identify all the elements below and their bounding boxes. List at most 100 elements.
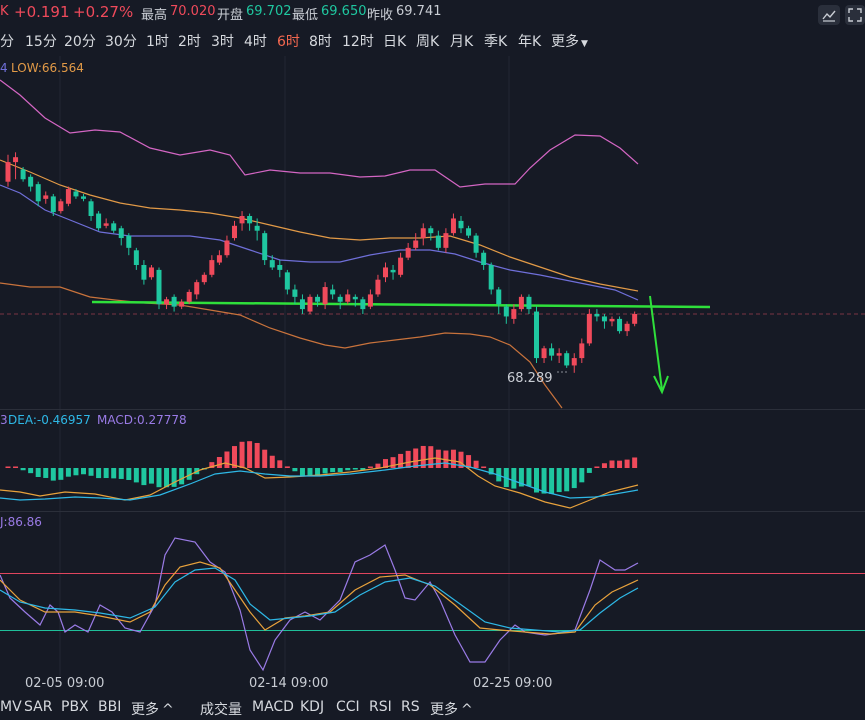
candle bbox=[375, 279, 381, 295]
macd-histogram bbox=[5, 441, 638, 494]
macd-bar bbox=[330, 468, 336, 473]
indicator-mv[interactable]: MV bbox=[0, 699, 22, 715]
candle bbox=[435, 235, 441, 248]
fullscreen-icon[interactable] bbox=[845, 5, 865, 25]
indicator-sar[interactable]: SAR bbox=[24, 699, 53, 715]
interval-2h[interactable]: 2时 bbox=[178, 34, 201, 50]
candle bbox=[352, 296, 358, 300]
candle bbox=[35, 184, 41, 202]
macd-bar bbox=[43, 468, 49, 478]
macd-bar bbox=[617, 460, 623, 468]
interval-day[interactable]: 日K bbox=[383, 34, 407, 50]
candle bbox=[330, 289, 336, 295]
candle bbox=[488, 265, 494, 290]
candle bbox=[81, 196, 86, 199]
macd-bar bbox=[322, 468, 328, 474]
candle bbox=[216, 255, 222, 263]
macd-bar bbox=[269, 455, 275, 468]
symbol-prefix: K bbox=[0, 4, 9, 19]
macd-bar bbox=[450, 449, 456, 468]
candle bbox=[601, 316, 607, 322]
breakdown-arrow bbox=[649, 295, 669, 395]
interval-year[interactable]: 年K bbox=[518, 34, 542, 50]
macd-bar bbox=[292, 468, 298, 472]
candle bbox=[58, 201, 64, 212]
ma-line bbox=[0, 159, 639, 292]
candle bbox=[458, 220, 464, 229]
interval-6h[interactable]: 6时 bbox=[277, 34, 300, 50]
interval-20m[interactable]: 20分 bbox=[64, 34, 96, 50]
macd-bar bbox=[20, 468, 26, 471]
macd-bar bbox=[307, 468, 313, 477]
macd-bar bbox=[35, 468, 41, 477]
interval-quarter[interactable]: 季K bbox=[484, 34, 508, 50]
candle bbox=[443, 233, 449, 248]
macd-bar bbox=[126, 468, 132, 480]
candle bbox=[367, 294, 373, 307]
candle bbox=[126, 235, 132, 248]
interval-1[interactable]: 分 bbox=[0, 34, 14, 50]
candle bbox=[20, 169, 26, 180]
candle bbox=[383, 267, 388, 278]
candle bbox=[133, 250, 139, 265]
macd-value-label: MACD:0.27778 bbox=[97, 413, 187, 427]
main-indicator-more-label: 更多 bbox=[131, 702, 159, 718]
macd-bar bbox=[58, 468, 64, 480]
interval-30m[interactable]: 30分 bbox=[105, 34, 137, 50]
candle bbox=[43, 195, 49, 199]
interval-4h[interactable]: 4时 bbox=[244, 34, 267, 50]
macd-bar bbox=[262, 449, 268, 468]
x-axis-label: 02-14 09:00 bbox=[249, 676, 329, 691]
indicator-cci[interactable]: CCI bbox=[336, 699, 360, 715]
indicator-rsi[interactable]: RSI bbox=[369, 699, 392, 715]
min-price-marker: 68.289 bbox=[507, 371, 553, 386]
candle bbox=[292, 289, 298, 297]
candle bbox=[594, 314, 600, 317]
macd-bar bbox=[247, 441, 253, 468]
macd-bar bbox=[398, 453, 404, 468]
macd-bar bbox=[28, 468, 34, 474]
candle bbox=[450, 218, 456, 234]
interval-15m[interactable]: 15分 bbox=[25, 34, 57, 50]
indicator-volume[interactable]: 成交量 bbox=[200, 702, 242, 718]
interval-week[interactable]: 周K bbox=[416, 34, 440, 50]
sub-indicator-more[interactable]: 更多 ^ bbox=[430, 699, 473, 719]
line-tool-icon[interactable] bbox=[818, 5, 840, 25]
macd-bar bbox=[632, 457, 638, 468]
macd-bar bbox=[156, 468, 162, 488]
macd-bar bbox=[458, 451, 464, 468]
low-value: 69.650 bbox=[321, 4, 367, 19]
indicator-macd[interactable]: MACD bbox=[252, 699, 294, 715]
candle bbox=[50, 196, 56, 213]
support-trendline bbox=[91, 300, 711, 309]
macd-bar bbox=[103, 468, 109, 479]
interval-month[interactable]: 月K bbox=[450, 34, 474, 50]
candle bbox=[564, 353, 570, 366]
candle bbox=[179, 301, 185, 307]
main-indicator-more[interactable]: 更多 ^ bbox=[131, 699, 174, 719]
indicator-rs[interactable]: RS bbox=[401, 699, 420, 715]
candle bbox=[428, 228, 434, 234]
macd-bar bbox=[526, 468, 532, 487]
candle bbox=[111, 223, 117, 231]
indicator-pbx[interactable]: PBX bbox=[61, 699, 89, 715]
dea-label: DEA:-0.46957 bbox=[8, 413, 91, 427]
interval-1h[interactable]: 1时 bbox=[146, 34, 169, 50]
macd-bar bbox=[148, 468, 154, 484]
indicator-bbi[interactable]: BBI bbox=[98, 699, 122, 715]
macd-bar bbox=[541, 468, 547, 494]
macd-bar bbox=[239, 441, 245, 468]
candle bbox=[413, 240, 419, 248]
macd-bar bbox=[179, 468, 185, 485]
interval-3h[interactable]: 3时 bbox=[211, 34, 234, 50]
kdj-k-line bbox=[0, 561, 639, 635]
interval-12h[interactable]: 12时 bbox=[342, 34, 374, 50]
candle bbox=[28, 176, 34, 187]
candle bbox=[232, 225, 237, 239]
interval-more[interactable]: 更多 ▼ bbox=[551, 31, 588, 51]
x-axis-label: 02-05 09:00 bbox=[25, 676, 105, 691]
indicator-kdj[interactable]: KDJ bbox=[300, 699, 325, 715]
interval-8h[interactable]: 8时 bbox=[309, 34, 332, 50]
candle bbox=[148, 267, 154, 278]
